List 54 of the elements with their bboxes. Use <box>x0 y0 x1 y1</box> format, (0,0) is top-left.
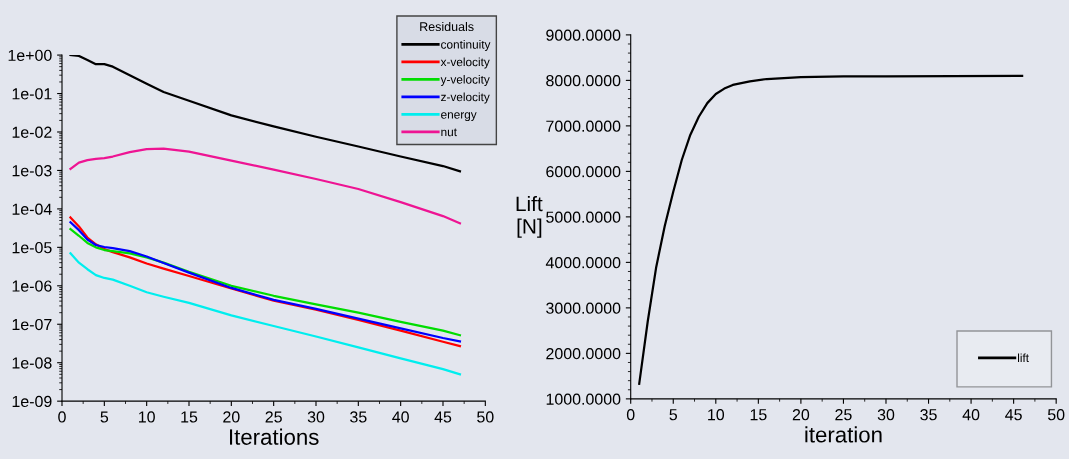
x-tick-label: 50 <box>1047 409 1065 421</box>
x-tick-label: 15 <box>750 409 767 421</box>
x-tick-label: 25 <box>835 409 852 421</box>
y-tick-label: 1e-09 <box>12 395 52 408</box>
y-tick-label: 6000.0000 <box>546 166 621 178</box>
x-tick-label: 25 <box>265 411 282 423</box>
x-tick-label: 45 <box>434 411 452 423</box>
line-series <box>69 252 462 376</box>
legend-label: continuity <box>441 40 491 52</box>
y-tick-label: 3000.0000 <box>546 302 621 314</box>
x-tick-label: 20 <box>223 411 240 423</box>
legend-label: nut <box>441 128 457 137</box>
y-tick-label: 1e-04 <box>12 203 52 215</box>
x-tick-label: 35 <box>920 409 937 421</box>
y-tick-label: 1000.0000 <box>546 393 621 405</box>
x-axis-title: iteration <box>805 426 882 443</box>
y-tick-label: 8000.0000 <box>546 75 621 87</box>
y-tick-label: 2000.0000 <box>546 348 621 360</box>
y-tick-label: 1e+00 <box>8 49 52 62</box>
y-tick-label: 1e-01 <box>12 88 52 100</box>
x-tick-label: 5 <box>669 409 678 421</box>
y-tick-label: 5000.0000 <box>546 211 621 223</box>
y-tick-label: 1e-06 <box>12 280 52 292</box>
y-axis-title: Lift [N] <box>516 195 543 238</box>
legend-label: x-velocity <box>440 57 490 69</box>
x-tick-label: 40 <box>392 411 409 423</box>
legend-label: energy <box>441 112 477 122</box>
y-tick-label: 7000.0000 <box>546 120 621 132</box>
x-tick-label: 30 <box>877 409 895 421</box>
legend-label: z-velocity <box>441 92 490 104</box>
x-tick-label: 30 <box>307 411 325 423</box>
x-tick-label: 50 <box>477 411 494 423</box>
y-tick-label: 4000.0000 <box>545 257 621 269</box>
line-series <box>69 147 462 225</box>
x-tick-label: 10 <box>139 411 155 423</box>
legend-label: y-velocity <box>440 75 490 87</box>
x-tick-label: 15 <box>181 411 198 423</box>
x-tick-label: 45 <box>1005 409 1022 421</box>
x-tick-label: 35 <box>350 411 367 423</box>
y-tick-label: 1e-07 <box>12 318 52 331</box>
x-tick-label: 5 <box>100 411 109 423</box>
x-tick-label: 40 <box>962 409 980 421</box>
y-tick-label: 1e-02 <box>12 126 52 138</box>
x-tick-label: 0 <box>626 409 635 421</box>
x-tick-label: 20 <box>792 409 810 421</box>
y-tick-label: 9000.0000 <box>546 29 621 41</box>
y-tick-label: 1e-08 <box>12 357 52 369</box>
y-tick-label: 1e-05 <box>12 241 52 254</box>
x-axis-title: Iterations <box>230 428 319 445</box>
legend-title: Residuals <box>420 21 474 32</box>
y-tick-label: 1e-03 <box>12 165 52 177</box>
x-tick-label: 10 <box>708 409 725 421</box>
x-tick-label: 0 <box>58 411 66 423</box>
legend-label: lift <box>1018 353 1029 363</box>
